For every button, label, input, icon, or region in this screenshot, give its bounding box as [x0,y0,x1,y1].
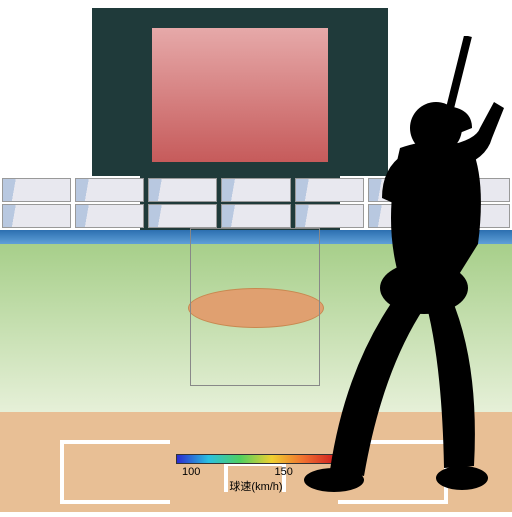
stand-segment [221,178,290,202]
stand-segment [2,204,71,228]
stand-segment [2,178,71,202]
stand-segment [221,204,290,228]
stand-segment [148,178,217,202]
stand-segment [148,204,217,228]
plate-line [60,440,170,444]
stand-segment [75,204,144,228]
stand-segment [75,178,144,202]
plate-line [60,500,170,504]
pitch-view-scene: 100 150 球速(km/h) [0,0,512,512]
batter-silhouette [296,36,512,512]
plate-line [60,440,64,504]
legend-tick: 150 [275,466,293,478]
legend-tick: 100 [182,466,200,478]
